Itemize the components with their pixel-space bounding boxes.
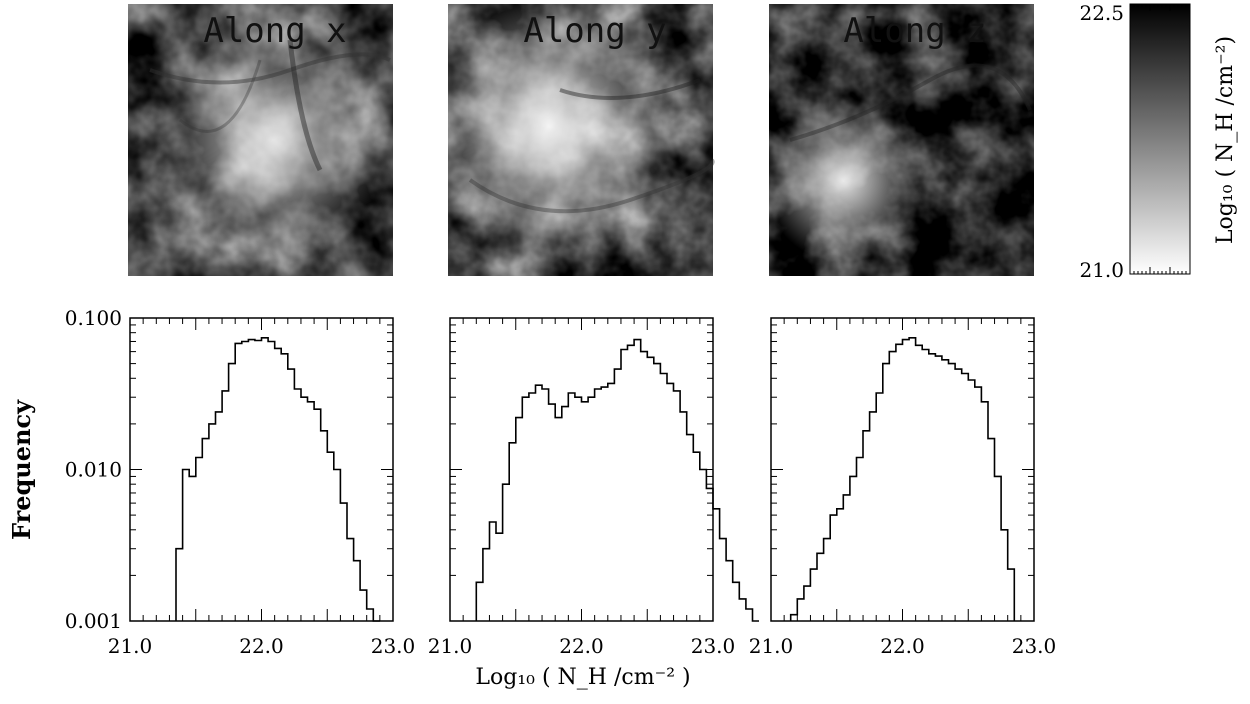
colorbar-max-label: 22.5 bbox=[1079, 1, 1124, 25]
y-axis-label: Frequency bbox=[7, 399, 36, 540]
y-tick-label: 0.100 bbox=[65, 306, 122, 330]
map-panel-x: Along x bbox=[128, 4, 393, 276]
x-tick-label: 23.0 bbox=[371, 634, 416, 658]
histogram-series bbox=[175, 337, 380, 622]
histogram-series bbox=[475, 338, 759, 622]
histogram-series bbox=[789, 337, 1016, 621]
x-tick-label: 21.0 bbox=[428, 634, 473, 658]
histogram-frame bbox=[129, 317, 394, 622]
colorbar-ticks bbox=[1129, 4, 1191, 274]
x-tick-label: 21.0 bbox=[749, 634, 794, 658]
map-title-x: Along x bbox=[203, 11, 346, 51]
histogram-panel: 21.0 22.0 23.0 0.001 0.010 0.100 bbox=[65, 306, 416, 658]
x-tick-label: 22.0 bbox=[880, 634, 925, 658]
map-panel-z: Along z bbox=[769, 4, 1034, 276]
map-title-z: Along z bbox=[843, 11, 986, 51]
x-tick-label: 23.0 bbox=[1012, 634, 1057, 658]
map-title-y: Along y bbox=[523, 11, 666, 51]
colorbar: 22.5 21.0 Log₁₀ ( N_H /cm⁻²) bbox=[1079, 1, 1238, 282]
y-tick-label: 0.010 bbox=[65, 458, 122, 482]
y-tick-label: 0.001 bbox=[65, 609, 122, 633]
x-tick-label: 22.0 bbox=[239, 634, 284, 658]
colorbar-label: Log₁₀ ( N_H /cm⁻²) bbox=[1213, 36, 1238, 244]
x-axis-label: Log₁₀ ( N_H /cm⁻² ) bbox=[475, 665, 690, 690]
x-tick-label: 22.0 bbox=[559, 634, 604, 658]
histogram-panel: 21.0 22.0 23.0 bbox=[428, 317, 759, 658]
colorbar-min-label: 21.0 bbox=[1079, 258, 1124, 282]
x-tick-label: 23.0 bbox=[691, 634, 736, 658]
x-tick-label: 21.0 bbox=[108, 634, 153, 658]
histogram-panel: 21.0 22.0 23.0 bbox=[749, 317, 1057, 658]
map-panel-y: Along y bbox=[448, 4, 715, 276]
histogram-frame bbox=[449, 317, 714, 622]
